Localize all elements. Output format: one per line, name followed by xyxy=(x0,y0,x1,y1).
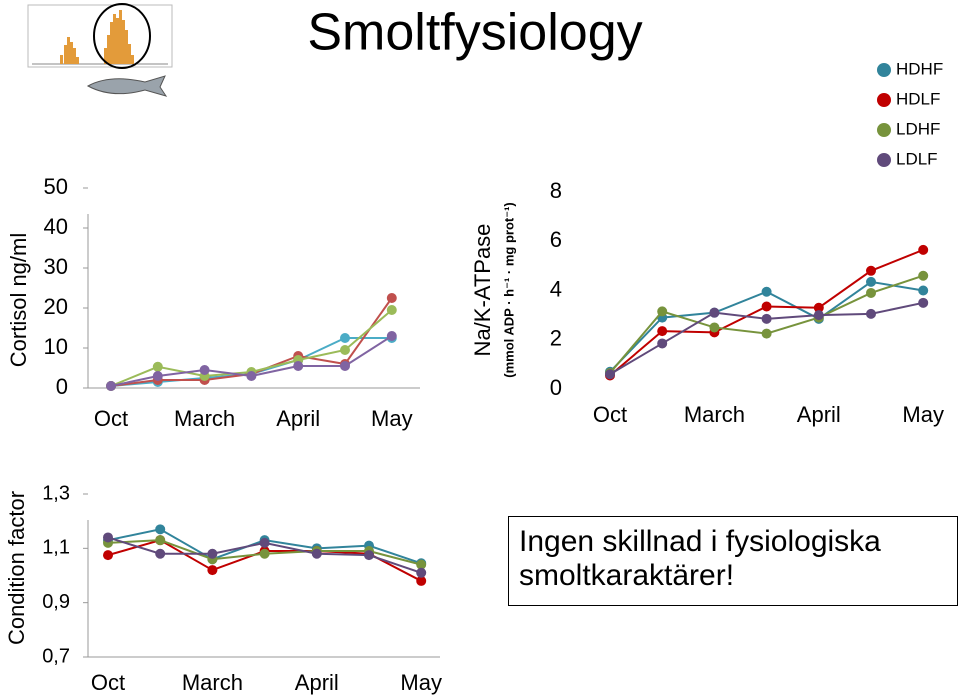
legend-marker xyxy=(877,93,891,107)
data-point xyxy=(103,532,113,543)
x-tick-label: Oct xyxy=(94,406,128,431)
data-point xyxy=(364,550,374,561)
y-tick-label: 30 xyxy=(44,254,68,279)
legend-label: HDHF xyxy=(896,59,943,78)
y-tick-label: 40 xyxy=(44,214,68,239)
data-point xyxy=(813,310,824,321)
data-point xyxy=(918,285,929,296)
x-tick-label: May xyxy=(371,406,413,431)
y-tick-label: 20 xyxy=(44,294,68,319)
note-box: Ingen skillnad i fysiologiska smoltkarak… xyxy=(508,516,958,606)
x-tick-label: Oct xyxy=(593,402,627,427)
data-point xyxy=(103,550,113,561)
data-point xyxy=(199,365,210,375)
data-point xyxy=(761,313,772,324)
x-tick-label: May xyxy=(400,670,442,695)
x-tick-label: April xyxy=(797,402,841,427)
data-point xyxy=(866,287,876,298)
x-tick-label: April xyxy=(295,670,339,695)
data-point xyxy=(866,308,876,319)
x-tick-label: March xyxy=(174,406,235,431)
data-point xyxy=(761,301,772,312)
data-point xyxy=(866,276,876,287)
x-tick-label: March xyxy=(684,402,745,427)
legend-label: LDHF xyxy=(896,119,940,138)
inset-histogram xyxy=(27,3,173,69)
data-point xyxy=(386,331,397,341)
y-axis-sublabel: (mmol ADP · h⁻¹ · mg prot⁻¹) xyxy=(501,202,516,377)
y-tick-label: 6 xyxy=(550,227,562,252)
data-point xyxy=(813,302,824,313)
data-point xyxy=(340,345,350,355)
data-point xyxy=(340,333,350,343)
y-tick-label: 0 xyxy=(56,374,68,399)
data-point xyxy=(152,371,163,381)
data-point xyxy=(416,559,427,570)
y-tick-label: 0 xyxy=(550,375,562,400)
y-tick-label: 50 xyxy=(44,174,68,199)
y-tick-label: 1,3 xyxy=(42,482,70,504)
data-point xyxy=(207,548,218,559)
data-point xyxy=(605,369,615,380)
legend-marker xyxy=(877,123,891,137)
legend-label: LDLF xyxy=(896,149,938,168)
y-tick-label: 4 xyxy=(550,276,562,301)
data-point xyxy=(311,548,322,559)
data-point xyxy=(293,361,304,371)
data-point xyxy=(761,286,772,297)
y-tick-label: 10 xyxy=(44,334,68,359)
data-point xyxy=(761,328,772,339)
slide-title: Smoltfysiology xyxy=(307,4,642,62)
data-point xyxy=(386,305,397,315)
data-point xyxy=(657,306,668,317)
y-axis-label: Na/K-ATPase xyxy=(470,224,495,357)
data-point xyxy=(246,371,257,381)
data-point xyxy=(657,326,668,337)
y-tick-label: 1,1 xyxy=(42,537,70,559)
data-point xyxy=(340,361,350,371)
data-point xyxy=(386,293,397,303)
y-axis-label: Condition factor xyxy=(4,491,29,645)
data-point xyxy=(416,575,427,586)
legend-marker xyxy=(877,153,891,167)
x-tick-label: Oct xyxy=(91,670,125,695)
data-point xyxy=(918,297,929,308)
data-point xyxy=(709,322,720,333)
data-point xyxy=(106,381,116,391)
data-point xyxy=(709,307,720,318)
data-point xyxy=(416,567,427,578)
data-point xyxy=(152,361,163,372)
x-tick-label: March xyxy=(182,670,243,695)
fish-icon xyxy=(86,75,168,97)
data-point xyxy=(866,265,876,276)
y-tick-label: 2 xyxy=(550,326,562,351)
data-point xyxy=(155,524,166,535)
data-point xyxy=(259,548,270,559)
data-point xyxy=(259,537,270,548)
y-tick-label: 0,9 xyxy=(42,591,70,613)
x-tick-label: May xyxy=(902,402,944,427)
y-tick-label: 0,7 xyxy=(42,645,70,667)
y-tick-label: 8 xyxy=(550,178,562,203)
data-point xyxy=(918,244,929,255)
legend-label: HDLF xyxy=(896,89,940,108)
data-point xyxy=(155,535,166,546)
data-point xyxy=(657,338,668,349)
legend-marker xyxy=(877,63,891,77)
data-point xyxy=(918,270,929,281)
data-point xyxy=(207,565,218,576)
x-tick-label: April xyxy=(276,406,320,431)
data-point xyxy=(155,548,166,559)
y-axis-label: Cortisol ng/ml xyxy=(6,233,31,367)
